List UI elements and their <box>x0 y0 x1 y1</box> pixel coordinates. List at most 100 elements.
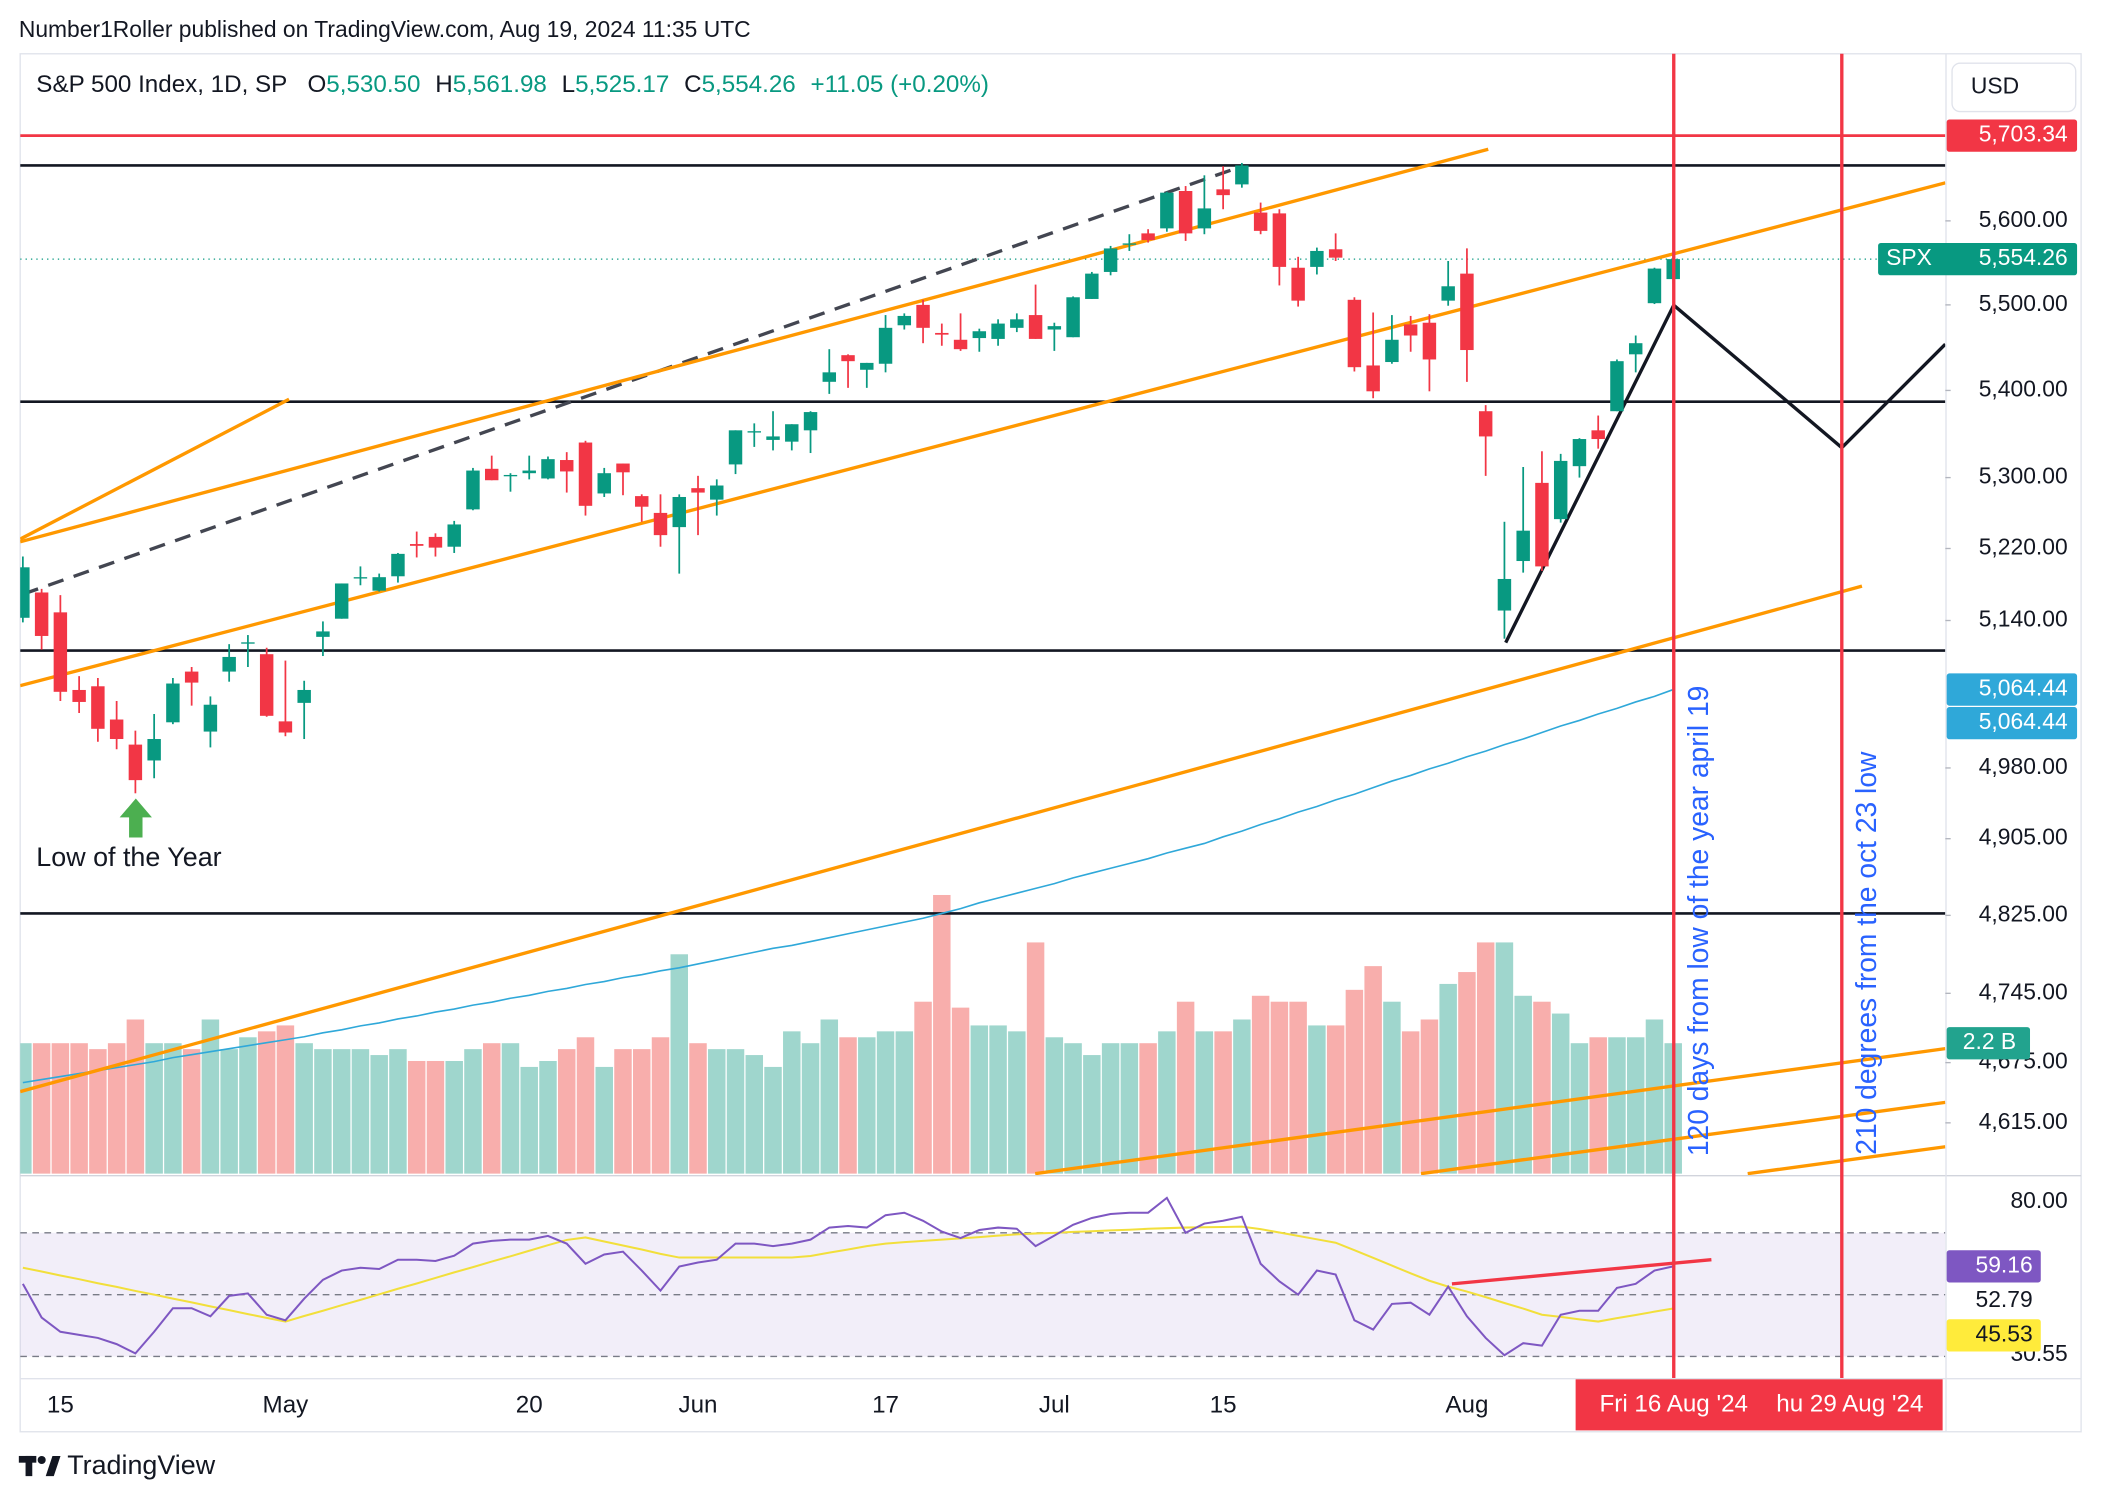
candle-body <box>1160 192 1174 229</box>
logo-part <box>37 1455 46 1465</box>
candle-body <box>184 671 199 683</box>
candle-body <box>1553 460 1568 520</box>
volume-bar <box>220 1049 238 1174</box>
rsi-pane <box>20 1196 1946 1358</box>
rsi-tag-label: 45.53 <box>1976 1320 2033 1346</box>
candle-body <box>1385 339 1399 363</box>
candle-body <box>1141 233 1155 241</box>
x-tick-label: 17 <box>872 1392 899 1419</box>
volume-bar <box>1308 1025 1326 1174</box>
volume-bar <box>295 1043 313 1174</box>
volume-bar <box>239 1037 257 1174</box>
volume-bar <box>745 1055 764 1174</box>
candle-body <box>447 524 461 547</box>
volume-bar <box>32 1043 51 1174</box>
volume-bar <box>482 1043 501 1174</box>
volume-bar <box>201 1019 220 1174</box>
volume-bar <box>820 1019 839 1174</box>
frame <box>19 53 2082 1433</box>
candle-body <box>1478 411 1493 437</box>
trendline <box>1034 1046 1946 1175</box>
price-tag <box>1878 242 2078 276</box>
volume-bar <box>858 1037 876 1174</box>
ohlc-key: H <box>435 71 452 98</box>
x-tick-label: Aug <box>1445 1392 1488 1419</box>
candle-body <box>710 485 724 500</box>
candle-body <box>1197 208 1212 229</box>
candle-body <box>91 686 105 729</box>
candle-body <box>916 304 930 328</box>
volume-bar <box>1326 1025 1345 1174</box>
x-tick-label: May <box>263 1392 310 1419</box>
candle-body <box>1103 248 1118 272</box>
candle-body <box>278 721 293 733</box>
volume-bar <box>1420 1019 1439 1174</box>
candle-body <box>259 654 274 716</box>
volume-bar <box>426 1060 445 1174</box>
candle-body <box>878 327 893 364</box>
ohlc-value: 5,561.98 <box>453 71 547 98</box>
candle-body <box>860 362 874 370</box>
candle-body <box>222 656 236 672</box>
candle-body <box>53 612 68 692</box>
y-tick-label: 5,500.00 <box>1979 290 2068 316</box>
candle-body <box>428 536 443 548</box>
candle-body <box>109 719 124 740</box>
candle-body <box>166 683 180 723</box>
candle-body <box>1328 249 1343 258</box>
annotation: 210 degrees from the oct 23 low <box>1850 751 1882 1155</box>
candle-body <box>128 744 143 781</box>
candle-body <box>1216 189 1230 196</box>
price-tag <box>1946 119 2078 152</box>
rsi-tag <box>1946 1319 2041 1352</box>
volume-bar <box>51 1043 70 1174</box>
y-tick-label: 5,600.00 <box>1979 206 2068 232</box>
candle-body <box>1403 324 1418 336</box>
currency-button[interactable] <box>1951 62 2077 113</box>
candle-body <box>803 412 818 431</box>
volume-bar <box>876 1031 895 1174</box>
volume-bar <box>1289 1001 1307 1174</box>
volume-bar <box>933 894 951 1174</box>
axes: 5,600.00 5,500.00 5,400.00 5,300.00 5,220.00… <box>47 119 2078 1419</box>
candle-body <box>466 470 480 510</box>
candle-body <box>935 332 949 335</box>
x-tick-label: 15 <box>47 1392 74 1419</box>
candle-body <box>1178 191 1193 234</box>
candle-body <box>822 372 837 382</box>
candle-body <box>1310 250 1324 267</box>
ohlc-value: 5,554.26 <box>702 71 796 98</box>
ohlc-value: 5,530.50 <box>326 71 420 98</box>
price-tag <box>1946 707 2078 740</box>
candle-body <box>1535 482 1549 567</box>
y-tick-label: 5,300.00 <box>1979 463 2068 489</box>
volume-bar <box>1364 966 1382 1174</box>
currency[interactable]: USD <box>1971 72 2019 98</box>
candle-body <box>372 577 386 591</box>
candle-body <box>991 323 1005 339</box>
volume-bar <box>895 1031 914 1174</box>
volume-bar <box>1045 1037 1064 1174</box>
candle-body <box>203 704 218 732</box>
candle-body <box>147 739 161 761</box>
volume-bar <box>107 1043 126 1174</box>
volume-bar <box>1195 1031 1214 1174</box>
y-tick-label: 5,400.00 <box>1979 375 2068 401</box>
volume-bar <box>557 1049 576 1174</box>
candle-body <box>334 583 349 619</box>
candle-body <box>635 496 649 507</box>
candle-body <box>503 474 518 477</box>
moving-average <box>22 688 1674 1084</box>
volume-bar <box>445 1060 463 1174</box>
volume-bar <box>501 1043 520 1174</box>
volume-bar <box>1608 1037 1626 1174</box>
volume-bar <box>989 1025 1007 1174</box>
volume-bar <box>257 1031 276 1174</box>
volume-bar <box>951 1007 970 1174</box>
trendline <box>20 584 1863 1094</box>
rsi-tag-label: 52.79 <box>1976 1286 2033 1312</box>
candle-body <box>616 463 630 473</box>
volume-bar <box>1514 995 1532 1174</box>
volume-bar <box>1551 1013 1570 1174</box>
